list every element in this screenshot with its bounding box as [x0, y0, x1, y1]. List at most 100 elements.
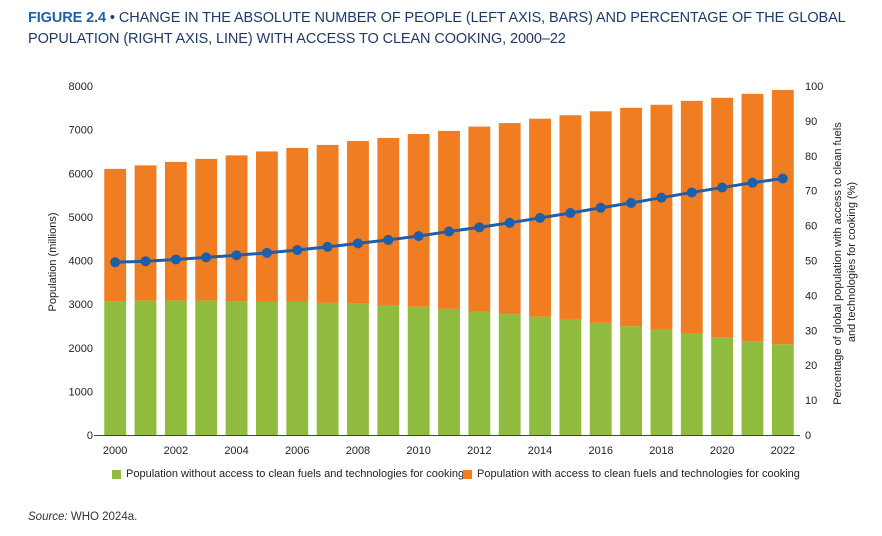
bar-with-access-2004: [225, 155, 248, 302]
bar-without-access-2009: [377, 304, 400, 435]
x-tick-label-2010: 2010: [406, 445, 430, 457]
x-tick-label-2022: 2022: [771, 445, 795, 457]
y-tick-label-1000: 1000: [69, 386, 93, 398]
title-text: CHANGE IN THE ABSOLUTE NUMBER OF PEOPLE …: [28, 10, 846, 47]
y-tick-label-0: 0: [87, 430, 93, 442]
line-point-2002: [170, 254, 181, 265]
bar-with-access-2000: [104, 168, 127, 302]
line-point-2017: [626, 197, 637, 208]
bar-with-access-2011: [438, 130, 460, 309]
legend-item-without-access: Population without access to clean fuels…: [112, 468, 464, 480]
y-tick-label-5000: 5000: [69, 212, 93, 224]
legend-item-with-access: Population with access to clean fuels an…: [463, 468, 800, 480]
bar-without-access-2005: [255, 301, 278, 435]
bar-with-access-2022: [771, 89, 794, 345]
line-point-2004: [231, 250, 242, 261]
bar-with-access-2002: [164, 161, 187, 301]
bar-with-access-2010: [407, 133, 430, 307]
line-point-2003: [201, 252, 212, 263]
bar-with-access-2012: [468, 126, 491, 312]
legend-label-without-access: Population without access to clean fuels…: [126, 468, 465, 480]
line-point-2015: [565, 208, 576, 219]
bar-without-access-2007: [316, 302, 339, 435]
bar-without-access-2008: [347, 303, 369, 435]
source-label: Source:: [28, 511, 68, 523]
legend-label-with-access: Population with access to clean fuels an…: [477, 468, 800, 480]
line-point-2020: [717, 182, 728, 193]
x-tick-label-2008: 2008: [346, 445, 370, 457]
y-axis-label: Population (millions): [47, 212, 59, 311]
bar-without-access-2016: [589, 322, 612, 435]
line-point-2018: [656, 192, 667, 203]
y-tick-label-7000: 7000: [69, 125, 93, 137]
y-tick-label-4000: 4000: [69, 256, 93, 268]
line-point-2012: [474, 222, 485, 233]
source-note: Source: WHO 2024a.: [28, 511, 137, 523]
bars-layer: [104, 89, 794, 435]
y2-axis-label-line-1: Percentage of global population with acc…: [832, 122, 844, 405]
bar-with-access-2021: [741, 93, 764, 342]
title-separator: •: [109, 10, 115, 26]
legend-swatch-with-access: [463, 469, 472, 479]
line-point-2008: [352, 238, 363, 249]
line-point-2016: [595, 202, 606, 213]
y2-axis-label-line-2: and technologies for cooking (%): [846, 182, 858, 342]
bar-without-access-2002: [164, 300, 187, 435]
line-point-2011: [444, 226, 454, 237]
bar-without-access-2000: [104, 301, 127, 435]
bar-without-access-2001: [134, 300, 157, 435]
bar-without-access-2011: [438, 308, 460, 435]
line-point-2000: [110, 257, 121, 268]
figure-label: FIGURE 2.4: [28, 10, 106, 26]
line-point-2001: [140, 256, 151, 267]
y2-tick-label-30: 30: [805, 325, 817, 337]
bar-without-access-2017: [620, 326, 643, 435]
bar-without-access-2012: [468, 311, 491, 435]
y-tick-label-3000: 3000: [69, 299, 93, 311]
figure-title: FIGURE 2.4 • CHANGE IN THE ABSOLUTE NUMB…: [28, 8, 878, 50]
line-point-2005: [261, 247, 272, 258]
y2-axis-label: Percentage of global population with acc…: [832, 119, 858, 405]
legend-swatch-without-access: [112, 469, 121, 479]
y2-tick-label-90: 90: [805, 116, 817, 128]
y2-tick-label-70: 70: [805, 186, 817, 198]
y2-tick-label-40: 40: [805, 290, 817, 302]
y2-tick-label-50: 50: [805, 256, 817, 268]
y-tick-label-6000: 6000: [69, 168, 93, 180]
y2-tick-label-20: 20: [805, 360, 817, 372]
bar-with-access-2017: [620, 107, 643, 327]
y2-tick-label-80: 80: [805, 151, 817, 163]
x-tick-label-2014: 2014: [528, 445, 552, 457]
line-point-2021: [747, 177, 758, 188]
y-tick-label-2000: 2000: [69, 343, 93, 355]
bar-without-access-2015: [559, 319, 582, 435]
bar-without-access-2018: [650, 329, 673, 435]
bar-without-access-2022: [771, 344, 794, 435]
y2-tick-label-60: 60: [805, 221, 817, 233]
x-tick-label-2018: 2018: [649, 445, 673, 457]
x-tick-label-2016: 2016: [588, 445, 612, 457]
bar-without-access-2010: [407, 306, 430, 435]
bar-without-access-2020: [711, 337, 734, 435]
line-point-2019: [686, 187, 697, 198]
bar-with-access-2020: [711, 97, 734, 338]
x-tick-label-2006: 2006: [285, 445, 309, 457]
line-point-2013: [504, 217, 515, 228]
y2-tick-label-100: 100: [805, 81, 823, 93]
y-tick-label-8000: 8000: [69, 81, 93, 93]
bar-without-access-2013: [498, 314, 521, 435]
bar-without-access-2003: [195, 300, 218, 435]
bar-without-access-2004: [225, 301, 248, 435]
line-point-2022: [777, 173, 788, 184]
bar-with-access-2019: [680, 100, 703, 334]
y2-tick-label-10: 10: [805, 395, 817, 407]
bar-with-access-2001: [134, 165, 157, 301]
bar-without-access-2006: [286, 301, 309, 435]
bar-with-access-2018: [650, 104, 673, 330]
y2-tick-label-0: 0: [805, 430, 811, 442]
source-text: WHO 2024a.: [70, 511, 138, 523]
x-tick-label-2000: 2000: [103, 445, 127, 457]
line-layer: [110, 173, 788, 268]
x-tick-label-2002: 2002: [164, 445, 188, 457]
bar-without-access-2014: [529, 316, 551, 435]
